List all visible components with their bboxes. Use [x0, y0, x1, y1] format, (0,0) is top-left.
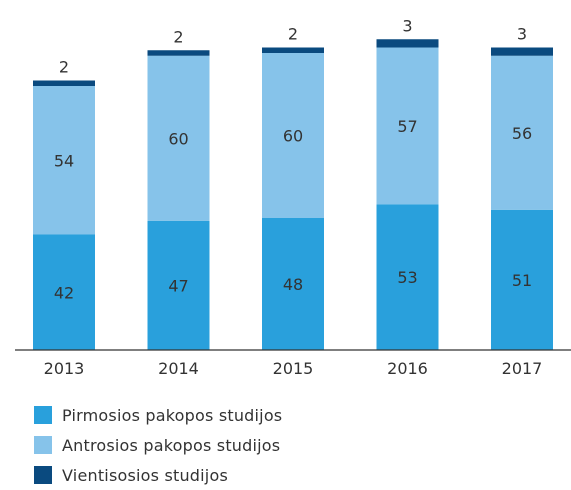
data-label-integrated-2015: 2 [288, 25, 298, 44]
data-label-second-cycle-2016: 57 [397, 117, 417, 136]
bar-integrated-2015 [262, 47, 324, 53]
x-tick-labels: 2013 2014 2015 2016 2017 [44, 359, 543, 378]
data-label-second-cycle-2014: 60 [168, 129, 188, 148]
bar-second-cycle-2016 [376, 47, 439, 205]
bar-integrated-2014 [147, 50, 210, 56]
legend-item-first-cycle: Pirmosios pakopos studijos [34, 400, 282, 430]
data-label-first-cycle-2013: 42 [54, 283, 74, 302]
data-label-integrated-2017: 3 [517, 25, 527, 44]
legend-label-second-cycle: Antrosios pakopos studijos [62, 435, 281, 455]
bar-first-cycle-2013 [33, 234, 95, 350]
x-tick-label-2015: 2015 [273, 359, 314, 378]
bar-integrated-2017 [491, 47, 553, 56]
x-tick-label-2014: 2014 [158, 359, 199, 378]
bars-group: 42 54 2 47 60 2 48 60 2 53 57 3 51 56 3 [33, 16, 553, 350]
x-tick-label-2013: 2013 [44, 359, 85, 378]
data-label-integrated-2016: 3 [402, 16, 412, 35]
bar-first-cycle-2016 [376, 204, 439, 350]
bar-second-cycle-2015 [262, 53, 324, 218]
data-label-first-cycle-2017: 51 [512, 271, 532, 290]
data-label-second-cycle-2013: 54 [54, 151, 74, 170]
bar-second-cycle-2017 [491, 55, 553, 210]
x-tick-label-2017: 2017 [502, 359, 543, 378]
data-label-first-cycle-2015: 48 [283, 275, 303, 294]
x-tick-label-2016: 2016 [387, 359, 428, 378]
legend-swatch-second-cycle [34, 436, 52, 454]
bar-second-cycle-2013 [33, 86, 95, 235]
legend: Pirmosios pakopos studijos Antrosios pak… [34, 400, 282, 490]
data-label-second-cycle-2015: 60 [283, 127, 303, 146]
bar-first-cycle-2014 [147, 220, 210, 350]
legend-item-integrated: Vientisosios studijos [34, 460, 282, 490]
data-label-first-cycle-2014: 47 [168, 276, 188, 295]
legend-label-first-cycle: Pirmosios pakopos studijos [62, 405, 283, 425]
legend-item-second-cycle: Antrosios pakopos studijos [34, 430, 282, 460]
bar-first-cycle-2015 [262, 218, 324, 350]
bar-second-cycle-2014 [147, 55, 210, 221]
data-label-integrated-2014: 2 [173, 27, 183, 46]
bar-integrated-2016 [376, 39, 439, 48]
legend-swatch-first-cycle [34, 406, 52, 424]
data-label-first-cycle-2016: 53 [397, 268, 417, 287]
data-label-second-cycle-2017: 56 [512, 124, 532, 143]
bar-integrated-2013 [33, 80, 95, 86]
legend-label-integrated: Vientisosios studijos [62, 465, 228, 485]
bar-first-cycle-2017 [491, 209, 553, 350]
data-label-integrated-2013: 2 [59, 58, 69, 77]
legend-swatch-integrated [34, 466, 52, 484]
